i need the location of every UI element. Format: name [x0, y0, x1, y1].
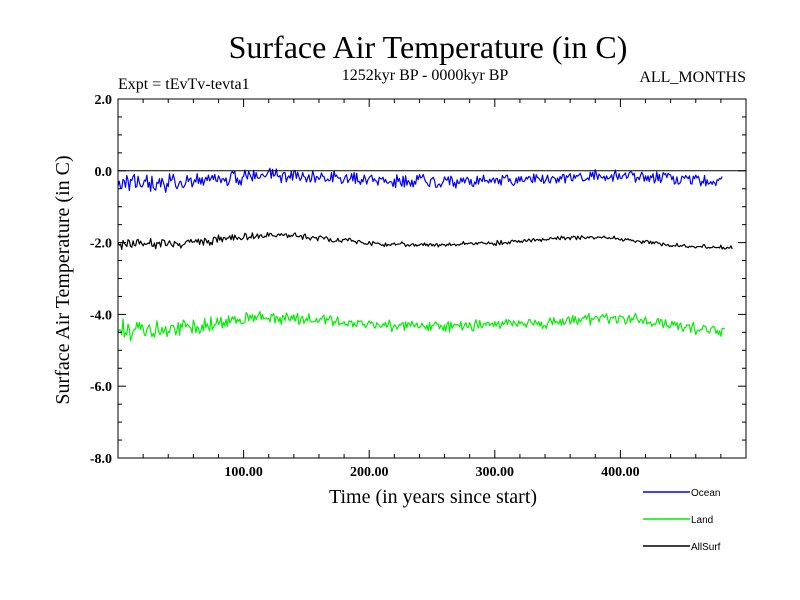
y-tick-label: -4.0: [90, 308, 112, 323]
chart-subtitle-left: Expt = tEvTv-tevta1: [118, 76, 250, 93]
legend-label-allsurf: AllSurf: [691, 542, 721, 553]
y-tick-label: 0.0: [95, 165, 113, 180]
y-tick-label: -8.0: [90, 452, 112, 467]
series-line-ocean: [117, 167, 723, 193]
y-tick-label: -2.0: [90, 237, 112, 252]
plot-area: -8.0 -6.0 -4.0 -2.0 0.0 2.0 100.00 200.00 300.00…: [90, 93, 747, 480]
chart-subtitle-center: 1252kyr BP - 0000kyr BP: [342, 67, 509, 84]
legend-label-ocean: Ocean: [691, 488, 720, 499]
legend-label-land: Land: [691, 515, 713, 526]
x-tick-label: 300.00: [476, 465, 515, 480]
x-tick-label: 400.00: [601, 465, 640, 480]
plot-frame: [117, 98, 747, 459]
ticks-layer: -8.0 -6.0 -4.0 -2.0 0.0 2.0 100.00 200.00 300.00…: [90, 93, 746, 480]
series-line-allsurf: [117, 231, 733, 251]
y-tick-label: -6.0: [90, 380, 112, 395]
y-tick-label: 2.0: [95, 93, 113, 108]
x-axis-label: Time (in years since start): [329, 486, 537, 508]
chart-subtitle-right: ALL_MONTHS: [639, 69, 746, 86]
legend: Ocean Land AllSurf: [643, 488, 721, 553]
series-line-land: [117, 310, 725, 342]
chart-title: Surface Air Temperature (in C): [229, 29, 628, 65]
x-tick-label: 100.00: [224, 465, 263, 480]
y-axis-label: Surface Air Temperature (in C): [52, 155, 74, 404]
series-layer: [117, 167, 733, 342]
x-tick-label: 200.00: [350, 465, 389, 480]
